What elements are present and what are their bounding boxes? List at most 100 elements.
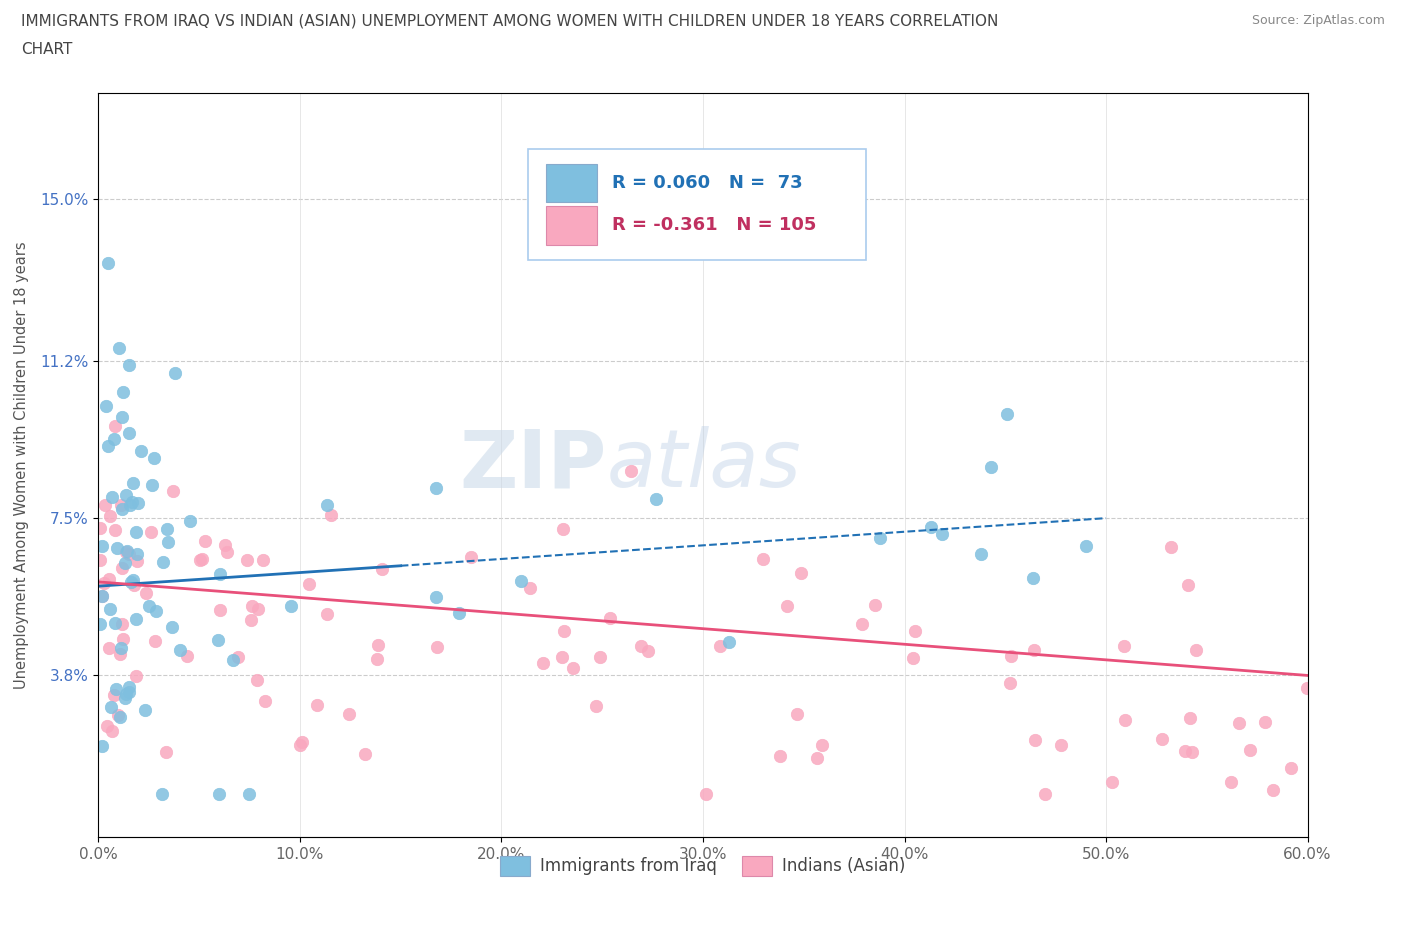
Text: IMMIGRANTS FROM IRAQ VS INDIAN (ASIAN) UNEMPLOYMENT AMONG WOMEN WITH CHILDREN UN: IMMIGRANTS FROM IRAQ VS INDIAN (ASIAN) U…	[21, 14, 998, 29]
Point	[120, 498, 142, 512]
FancyBboxPatch shape	[527, 149, 866, 260]
Point	[100, 699, 122, 714]
Point	[111, 560, 134, 575]
Point	[141, 525, 163, 539]
Point	[510, 573, 533, 588]
Point	[138, 599, 160, 614]
Point	[460, 550, 482, 565]
Point	[104, 523, 127, 538]
Point	[637, 644, 659, 658]
Point	[127, 495, 149, 510]
Point	[110, 710, 132, 724]
Point	[107, 540, 129, 555]
Point	[104, 418, 127, 433]
Point	[162, 484, 184, 498]
Point	[305, 698, 328, 712]
Point	[998, 675, 1021, 690]
Point	[1239, 742, 1261, 757]
Point	[863, 598, 886, 613]
Point	[1254, 715, 1277, 730]
Point	[121, 495, 143, 510]
Point	[585, 698, 607, 713]
Point	[93, 576, 115, 591]
Point	[553, 623, 575, 638]
Point	[152, 787, 174, 802]
Point	[115, 687, 138, 702]
Point	[118, 426, 141, 441]
Point	[169, 643, 191, 658]
Point	[901, 651, 924, 666]
Point	[551, 649, 574, 664]
Point	[1114, 712, 1136, 727]
Point	[103, 432, 125, 446]
Legend: Immigrants from Iraq, Indians (Asian): Immigrants from Iraq, Indians (Asian)	[494, 850, 912, 883]
Point	[89, 521, 111, 536]
Point	[551, 521, 574, 536]
Point	[1173, 744, 1195, 759]
Point	[207, 633, 229, 648]
Point	[531, 656, 554, 671]
Point	[114, 544, 136, 559]
Point	[208, 566, 231, 581]
Point	[1261, 782, 1284, 797]
Point	[371, 561, 394, 576]
Point	[118, 684, 141, 699]
Point	[1033, 787, 1056, 802]
Point	[425, 481, 447, 496]
Point	[589, 650, 612, 665]
Point	[1074, 538, 1097, 553]
Point	[1295, 681, 1317, 696]
Point	[1000, 648, 1022, 663]
Point	[103, 688, 125, 703]
Point	[769, 749, 792, 764]
Text: atlas: atlas	[606, 426, 801, 504]
Point	[291, 734, 314, 749]
Point	[1050, 737, 1073, 752]
Point	[104, 682, 127, 697]
Point	[426, 639, 449, 654]
Point	[94, 399, 117, 414]
Point	[236, 552, 259, 567]
Point	[709, 639, 731, 654]
Point	[970, 546, 993, 561]
Point	[240, 599, 263, 614]
Point	[353, 746, 375, 761]
Point	[1114, 639, 1136, 654]
Point	[776, 599, 799, 614]
Point	[191, 551, 214, 566]
Point	[920, 519, 942, 534]
Y-axis label: Unemployment Among Women with Children Under 18 years: Unemployment Among Women with Children U…	[14, 241, 30, 689]
Point	[97, 439, 120, 454]
Point	[1279, 761, 1302, 776]
Point	[995, 406, 1018, 421]
Point	[117, 547, 139, 562]
Point	[90, 589, 112, 604]
Point	[644, 492, 666, 507]
Point	[252, 552, 274, 567]
Point	[1152, 731, 1174, 746]
Point	[1180, 711, 1202, 725]
Point	[254, 693, 277, 708]
Point	[316, 606, 339, 621]
Point	[1160, 540, 1182, 555]
Point	[143, 633, 166, 648]
Point	[97, 641, 120, 656]
Point	[100, 490, 122, 505]
Point	[246, 673, 269, 688]
Point	[316, 498, 339, 512]
Point	[176, 648, 198, 663]
Point	[246, 602, 269, 617]
Point	[718, 635, 741, 650]
Point	[214, 538, 236, 552]
Point	[111, 384, 134, 399]
Point	[904, 624, 927, 639]
Point	[91, 588, 114, 603]
Point	[89, 617, 111, 631]
Point	[122, 476, 145, 491]
Point	[695, 787, 717, 802]
Point	[789, 565, 811, 580]
Point	[141, 477, 163, 492]
Point	[226, 649, 249, 664]
Point	[1024, 733, 1046, 748]
Point	[97, 256, 120, 271]
